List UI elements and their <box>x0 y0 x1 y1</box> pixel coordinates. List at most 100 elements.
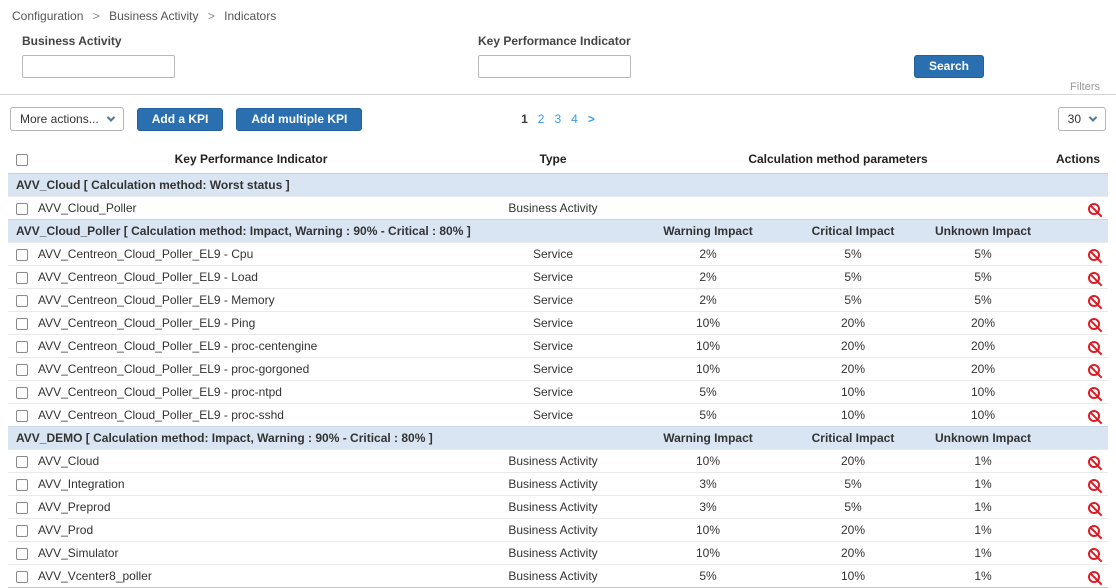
kpi-name: AVV_Centreon_Cloud_Poller_EL9 - proc-gor… <box>34 357 468 381</box>
delete-ban-icon[interactable] <box>1088 363 1101 376</box>
row-checkbox[interactable] <box>16 202 28 215</box>
business-activity-field-group: Business Activity <box>22 34 478 78</box>
more-actions-select[interactable]: More actions... <box>10 107 124 131</box>
critical-impact-value: 5% <box>778 495 928 519</box>
group-subheader-unknown: Unknown Impact <box>928 219 1039 243</box>
row-checkbox[interactable] <box>16 271 28 284</box>
delete-ban-icon[interactable] <box>1088 386 1101 399</box>
group-title: AVV_Cloud [ Calculation method: Worst st… <box>8 173 638 197</box>
critical-impact-value: 5% <box>778 265 928 289</box>
critical-impact-value: 5% <box>778 472 928 496</box>
table-row: AVV_Cloud Business Activity 10% 20% 1% <box>8 449 1109 473</box>
pagination-next-icon[interactable]: > <box>587 112 595 126</box>
kpi-type: Business Activity <box>468 518 638 542</box>
pagination-page-current: 1 <box>521 112 528 126</box>
unknown-impact-value: 20% <box>928 334 1039 358</box>
row-checkbox[interactable] <box>16 363 28 376</box>
warning-impact-value: 10% <box>638 311 778 335</box>
business-activity-input[interactable] <box>22 55 175 78</box>
add-multiple-kpi-button[interactable]: Add multiple KPI <box>236 107 363 131</box>
group-subheader-warning: Warning Impact <box>638 219 778 243</box>
kpi-name: AVV_Centreon_Cloud_Poller_EL9 - Memory <box>34 288 468 312</box>
critical-impact-value: 20% <box>778 449 928 473</box>
row-checkbox[interactable] <box>16 294 28 307</box>
kpi-name: AVV_Centreon_Cloud_Poller_EL9 - proc-cen… <box>34 334 468 358</box>
table-row: AVV_Centreon_Cloud_Poller_EL9 - proc-gor… <box>8 357 1109 381</box>
warning-impact-value: 2% <box>638 242 778 266</box>
row-checkbox[interactable] <box>16 455 28 468</box>
warning-impact-value: 10% <box>638 334 778 358</box>
kpi-type: Business Activity <box>468 196 638 220</box>
kpi-type: Service <box>468 311 638 335</box>
delete-ban-icon[interactable] <box>1088 340 1101 353</box>
kpi-type: Service <box>468 242 638 266</box>
unknown-impact-value: 10% <box>928 380 1039 404</box>
add-kpi-button[interactable]: Add a KPI <box>136 107 224 131</box>
critical-impact-value: 20% <box>778 311 928 335</box>
row-checkbox[interactable] <box>16 386 28 399</box>
breadcrumb-item-indicators: Indicators <box>224 9 277 23</box>
row-checkbox[interactable] <box>16 478 28 491</box>
kpi-type: Business Activity <box>468 472 638 496</box>
delete-ban-icon[interactable] <box>1088 524 1101 537</box>
critical-impact-value: 10% <box>778 403 928 427</box>
kpi-type: Service <box>468 403 638 427</box>
row-checkbox[interactable] <box>16 547 28 560</box>
delete-ban-icon[interactable] <box>1088 455 1101 468</box>
group-subheader-unknown <box>928 173 1039 197</box>
pagination-page-link[interactable]: 3 <box>554 112 562 126</box>
table-row: AVV_Centreon_Cloud_Poller_EL9 - Ping Serv… <box>8 311 1109 335</box>
breadcrumb-item-business-activity[interactable]: Business Activity <box>109 9 199 23</box>
kpi-type: Business Activity <box>468 564 638 588</box>
breadcrumb-item-configuration[interactable]: Configuration <box>12 9 84 23</box>
delete-ban-icon[interactable] <box>1088 317 1101 330</box>
select-all-checkbox[interactable] <box>16 153 28 166</box>
header-kpi: Key Performance Indicator <box>34 144 468 174</box>
kpi-type: Business Activity <box>468 541 638 565</box>
kpi-search-input[interactable] <box>478 55 631 78</box>
kpi-type: Service <box>468 265 638 289</box>
kpi-label: Key Performance Indicator <box>478 34 631 48</box>
delete-ban-icon[interactable] <box>1088 547 1101 560</box>
group-header-row: AVV_DEMO [ Calculation method: Impact, W… <box>8 426 1109 450</box>
page-size-value: 30 <box>1067 112 1081 126</box>
kpi-name: AVV_Cloud_Poller <box>34 196 468 220</box>
kpi-type: Service <box>468 380 638 404</box>
group-header-row: AVV_Cloud_Poller [ Calculation method: I… <box>8 219 1109 243</box>
delete-ban-icon[interactable] <box>1088 271 1101 284</box>
table-row: AVV_Integration Business Activity 3% 5% 1% <box>8 472 1109 496</box>
table-row: AVV_Simulator Business Activity 10% 20% 1% <box>8 541 1109 565</box>
kpi-name: AVV_Centreon_Cloud_Poller_EL9 - proc-ntp… <box>34 380 468 404</box>
table-row: AVV_Prod Business Activity 10% 20% 1% <box>8 518 1109 542</box>
row-checkbox[interactable] <box>16 317 28 330</box>
delete-ban-icon[interactable] <box>1088 202 1101 215</box>
unknown-impact-value: 5% <box>928 242 1039 266</box>
row-checkbox[interactable] <box>16 524 28 537</box>
warning-impact-value: 3% <box>638 472 778 496</box>
delete-ban-icon[interactable] <box>1088 409 1101 422</box>
pagination-page-link[interactable]: 4 <box>571 112 578 126</box>
row-checkbox[interactable] <box>16 409 28 422</box>
unknown-impact-value: 20% <box>928 311 1039 335</box>
unknown-impact-value: 1% <box>928 495 1039 519</box>
kpi-field-group: Key Performance Indicator <box>478 34 631 78</box>
delete-ban-icon[interactable] <box>1088 478 1101 491</box>
warning-impact-value: 10% <box>638 357 778 381</box>
delete-ban-icon[interactable] <box>1088 294 1101 307</box>
table-row: AVV_Centreon_Cloud_Poller_EL9 - Load Serv… <box>8 265 1109 289</box>
table-row: AVV_Centreon_Cloud_Poller_EL9 - Memory Se… <box>8 288 1109 312</box>
row-checkbox[interactable] <box>16 248 28 261</box>
page-size-select[interactable]: 30 <box>1057 107 1106 131</box>
delete-ban-icon[interactable] <box>1088 248 1101 261</box>
search-button[interactable]: Search <box>913 55 984 78</box>
toolbar: More actions... Add a KPI Add multiple K… <box>0 95 1116 144</box>
delete-ban-icon[interactable] <box>1088 501 1101 514</box>
row-checkbox[interactable] <box>16 501 28 514</box>
kpi-type: Service <box>468 357 638 381</box>
group-actions-spacer <box>1038 219 1109 243</box>
warning-impact-value: 10% <box>638 518 778 542</box>
pagination-page-link[interactable]: 2 <box>537 112 545 126</box>
row-checkbox[interactable] <box>16 340 28 353</box>
unknown-impact-value: 1% <box>928 472 1039 496</box>
table-row: AVV_Centreon_Cloud_Poller_EL9 - proc-ntp… <box>8 380 1109 404</box>
